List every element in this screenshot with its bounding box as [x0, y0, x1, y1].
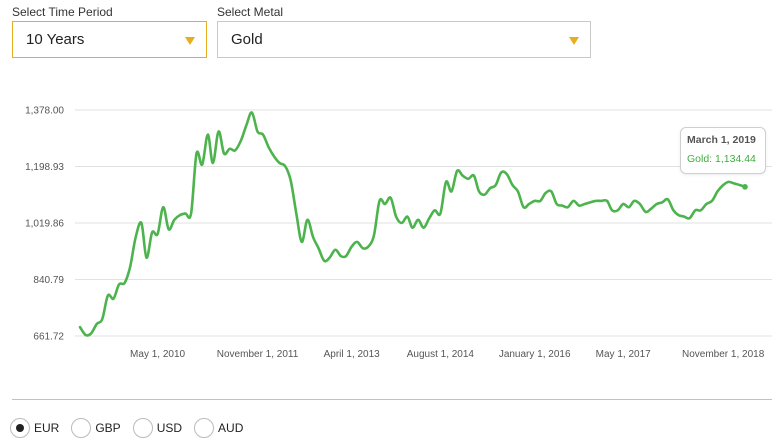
- x-tick-label: May 1, 2017: [596, 349, 651, 360]
- x-tick-label: November 1, 2011: [217, 349, 299, 360]
- currency-selector: EUR GBP USD AUD: [10, 418, 255, 438]
- currency-label: EUR: [34, 421, 60, 435]
- radio-button[interactable]: [10, 418, 30, 438]
- x-tick-label: May 1, 2010: [130, 349, 185, 360]
- time-period-value: 10 Years: [26, 31, 85, 48]
- y-tick-label: 840.79: [33, 275, 64, 286]
- radio-button[interactable]: [194, 418, 215, 438]
- currency-option-aud[interactable]: AUD: [194, 418, 243, 438]
- hover-point: [742, 184, 748, 190]
- currency-option-usd[interactable]: USD: [132, 418, 183, 438]
- y-tick-label: 1,378.00: [25, 106, 64, 117]
- x-tick-label: April 1, 2013: [324, 349, 381, 360]
- tooltip-date: March 1, 2019: [687, 134, 756, 146]
- dropdown-arrow-icon: [185, 37, 195, 45]
- chart-tooltip: March 1, 2019 Gold: 1,134.44: [680, 127, 766, 174]
- y-tick-label: 661.72: [33, 332, 64, 343]
- x-tick-label: January 1, 2016: [499, 349, 571, 360]
- currency-option-gbp[interactable]: GBP: [71, 418, 121, 438]
- dropdown-arrow-icon: [569, 37, 579, 45]
- time-period-select[interactable]: 10 Years: [12, 21, 207, 58]
- metal-select[interactable]: Gold: [217, 21, 591, 58]
- y-tick-label: 1,019.86: [25, 219, 64, 230]
- metal-label: Select Metal: [217, 5, 284, 19]
- x-axis: May 1, 2010 November 1, 2011 April 1, 2013…: [130, 349, 765, 360]
- divider: [12, 399, 772, 400]
- gold-price-line: [78, 111, 747, 337]
- y-axis: 661.72 840.79 1,019.86 1,198.93 1,378.00: [25, 106, 64, 343]
- x-tick-label: November 1, 2018: [682, 349, 765, 360]
- currency-label: GBP: [95, 421, 121, 435]
- metal-value: Gold: [231, 31, 263, 48]
- currency-option-eur[interactable]: EUR: [10, 418, 59, 438]
- y-tick-label: 1,198.93: [25, 162, 64, 173]
- radio-button[interactable]: [132, 418, 153, 438]
- price-chart[interactable]: 661.72 840.79 1,019.86 1,198.93 1,378.00 May…: [0, 95, 772, 370]
- period-label: Select Time Period: [12, 5, 113, 19]
- chart-grid: [75, 109, 772, 337]
- radio-button[interactable]: [71, 418, 92, 438]
- tooltip-value: Gold: 1,134.44: [687, 153, 756, 165]
- currency-label: USD: [156, 421, 183, 435]
- currency-label: AUD: [218, 421, 244, 435]
- x-tick-label: August 1, 2014: [407, 349, 475, 360]
